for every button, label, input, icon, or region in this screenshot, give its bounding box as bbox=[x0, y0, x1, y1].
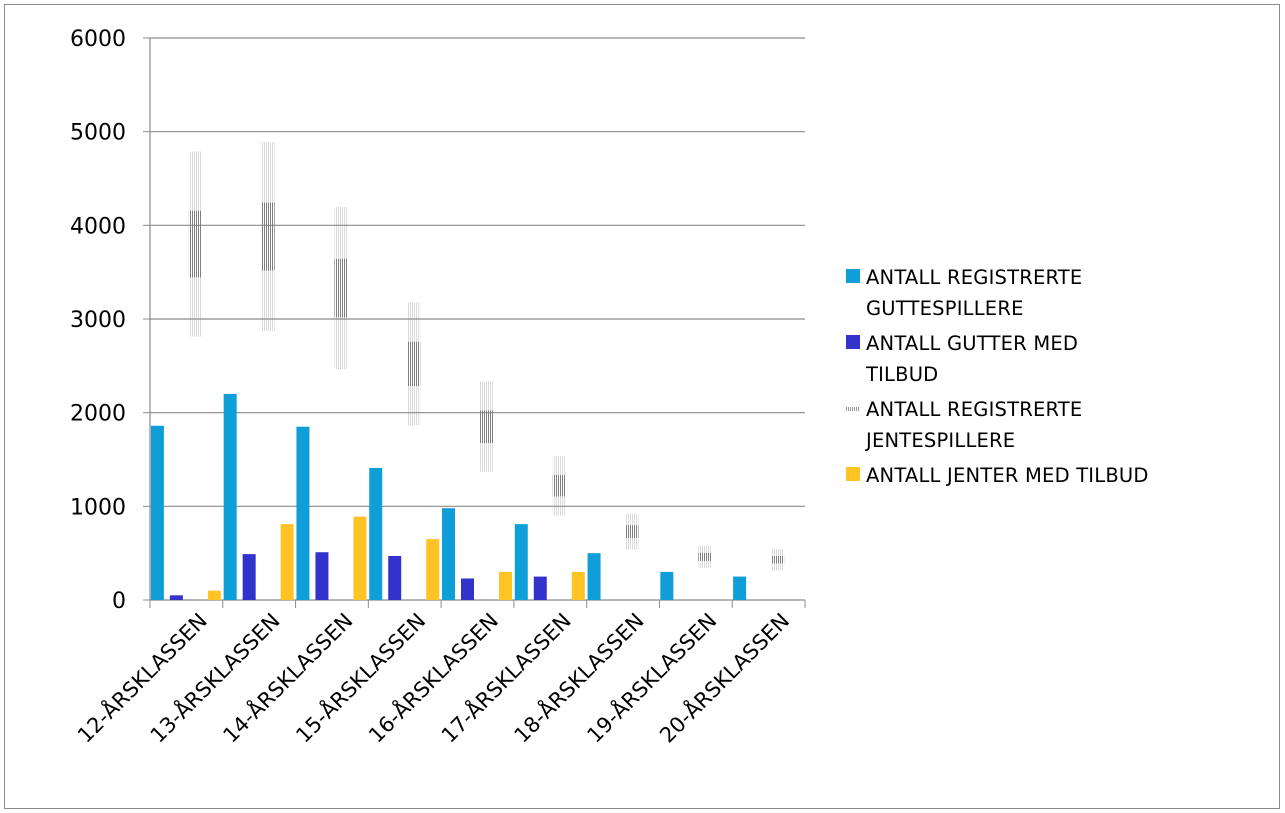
legend-label-jentespillere: ANTALL REGISTRERTE JENTESPILLERE bbox=[866, 398, 1083, 452]
legend-swatch-guttespillere bbox=[846, 269, 860, 283]
bar-gutter-med-tilbud bbox=[315, 552, 329, 600]
legend-label-guttespillere: ANTALL REGISTRERTE GUTTESPILLERE bbox=[866, 266, 1083, 320]
bar-jenter-med-tilbud bbox=[207, 590, 221, 600]
bar-registrerte-guttespillere bbox=[223, 393, 237, 600]
x-tick-label: 15-ÅRSKLASSEN bbox=[290, 607, 430, 747]
bar-registrerte-jentespillere bbox=[480, 410, 493, 443]
bar-registrerte-jentespillere bbox=[698, 552, 712, 561]
y-tick-label: 1000 bbox=[70, 495, 126, 520]
legend: ANTALL REGISTRERTE GUTTESPILLERE ANTALL G… bbox=[846, 262, 1266, 495]
legend-item-guttespillere: ANTALL REGISTRERTE GUTTESPILLERE bbox=[846, 262, 1266, 324]
legend-label-gutter-med-tilbud: ANTALL GUTTER MED TILBUD bbox=[866, 332, 1079, 386]
legend-item-gutter-med-tilbud: ANTALL GUTTER MED TILBUD bbox=[846, 328, 1266, 390]
legend-swatch-jenter-med-tilbud bbox=[846, 467, 860, 481]
bar-registrerte-jentespillere bbox=[261, 202, 275, 271]
bar-jenter-med-tilbud bbox=[426, 539, 440, 600]
bar-registrerte-guttespillere bbox=[150, 425, 164, 600]
y-tick-label: 0 bbox=[112, 589, 126, 614]
bar-registrerte-jentespillere bbox=[334, 258, 348, 318]
bar-registrerte-guttespillere bbox=[369, 467, 383, 600]
bar-registrerte-guttespillere bbox=[733, 576, 747, 600]
bar-registrerte-guttespillere bbox=[442, 508, 455, 600]
bar-gutter-med-tilbud bbox=[169, 595, 183, 600]
chart-frame bbox=[4, 4, 1280, 809]
bar-registrerte-jentespillere bbox=[552, 475, 566, 497]
bar-gutter-med-tilbud bbox=[533, 576, 547, 600]
x-tick-label: 17-ÅRSKLASSEN bbox=[435, 607, 575, 747]
legend-label-jenter-med-tilbud: ANTALL JENTER MED TILBUD bbox=[866, 464, 1149, 487]
legend-item-jenter-med-tilbud: ANTALL JENTER MED TILBUD bbox=[846, 460, 1266, 491]
y-tick-label: 3000 bbox=[70, 308, 126, 333]
x-tick-label: 19-ÅRSKLASSEN bbox=[581, 607, 721, 747]
bar-jenter-med-tilbud bbox=[499, 571, 512, 600]
bar-registrerte-guttespillere bbox=[296, 426, 310, 600]
bar-gutter-med-tilbud bbox=[461, 578, 474, 600]
bar-jenter-med-tilbud bbox=[280, 524, 294, 600]
legend-item-jentespillere: ANTALL REGISTRERTE JENTESPILLERE bbox=[846, 394, 1266, 456]
y-tick-label: 4000 bbox=[70, 214, 126, 239]
bar-jenter-med-tilbud bbox=[571, 571, 585, 600]
x-tick-label: 14-ÅRSKLASSEN bbox=[217, 607, 357, 747]
y-tick-label: 2000 bbox=[70, 402, 126, 427]
legend-swatch-gutter-med-tilbud bbox=[846, 335, 860, 349]
bar-registrerte-jentespillere bbox=[188, 210, 202, 278]
x-tick-label: 16-ÅRSKLASSEN bbox=[363, 607, 503, 747]
bar-gutter-med-tilbud bbox=[388, 555, 402, 600]
x-tick-label: 20-ÅRSKLASSEN bbox=[654, 607, 794, 747]
y-tick-label: 6000 bbox=[70, 27, 126, 52]
bar-registrerte-guttespillere bbox=[660, 571, 674, 600]
bar-registrerte-guttespillere bbox=[514, 524, 528, 600]
legend-swatch-jentespillere bbox=[846, 407, 860, 411]
bar-registrerte-guttespillere bbox=[587, 553, 601, 600]
bar-registrerte-jentespillere bbox=[625, 525, 639, 539]
bar-registrerte-jentespillere bbox=[771, 555, 785, 564]
y-tick-label: 5000 bbox=[70, 121, 126, 146]
x-tick-label: 13-ÅRSKLASSEN bbox=[144, 607, 284, 747]
bar-gutter-med-tilbud bbox=[242, 554, 256, 600]
x-tick-label: 18-ÅRSKLASSEN bbox=[508, 607, 648, 747]
bar-registrerte-jentespillere bbox=[407, 341, 421, 387]
bar-jenter-med-tilbud bbox=[353, 516, 367, 600]
x-tick-label: 12-ÅRSKLASSEN bbox=[72, 607, 212, 747]
